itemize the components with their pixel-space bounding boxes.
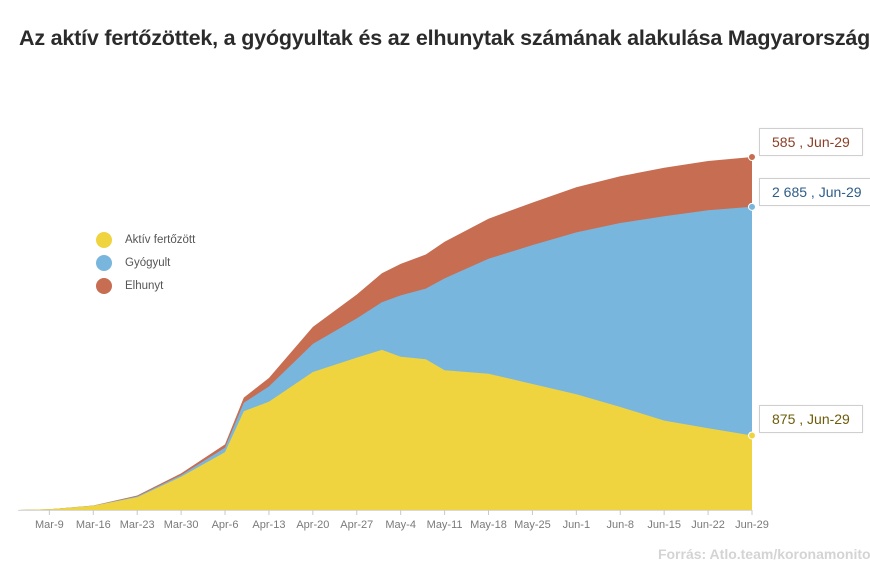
x-tick-label: Jun-15 [647,519,681,531]
legend-label-active: Aktív fertőzött [125,233,196,246]
legend-item-active[interactable]: Aktív fertőzött [96,228,195,251]
chart-title: Az aktív fertőzöttek, a gyógyultak és az… [19,26,870,50]
legend-item-recovered[interactable]: Gyógyult [96,251,195,274]
endpoint-active[interactable] [748,431,756,440]
source-note: Forrás: Atlo.team/koronamonitor [657,546,870,562]
x-axis-ticks: Mar-9 Mar-16 Mar-23 Mar-30 Apr-6 Apr-13 Apr-20… [35,510,769,531]
x-tick-label: Mar-9 [35,519,64,531]
x-tick-label: Apr-6 [212,519,239,531]
x-tick-label: Mar-23 [120,519,155,531]
x-tick-label: Jun-8 [606,519,634,531]
area-active [18,349,752,510]
legend-label-recovered: Gyógyult [125,256,171,269]
x-tick-label: Mar-16 [76,519,111,531]
x-tick-label: Apr-13 [252,519,285,531]
x-tick-label: May-18 [470,519,507,531]
x-tick-label: Jun-22 [691,519,725,531]
endpoint-recovered[interactable] [748,202,756,211]
endpoint-deceased[interactable] [748,153,756,161]
x-tick-label: Jun-1 [563,519,591,531]
legend-item-deceased[interactable]: Elhunyt [96,274,195,297]
x-tick-label: Apr-20 [296,519,329,531]
x-tick-label: May-4 [385,519,416,531]
callout-deaths: 585 , Jun-29 [759,128,863,156]
legend-label-deceased: Elhunyt [125,279,164,292]
x-tick-label: Apr-27 [340,519,373,531]
x-tick-label: May-11 [427,519,463,531]
deceased-swatch [96,277,112,294]
callout-recovered: 2 685 , Jun-29 [759,178,870,206]
callout-active: 875 , Jun-29 [759,405,863,433]
x-tick-label: Jun-29 [735,519,769,531]
series-endpoints [748,153,756,440]
x-tick-label: Mar-30 [164,519,199,531]
active-swatch [96,231,112,248]
recovered-swatch [96,254,112,271]
legend: Aktív fertőzött Gyógyult Elhunyt [96,228,195,297]
x-tick-label: May-25 [514,519,551,531]
area-layers [18,157,752,511]
